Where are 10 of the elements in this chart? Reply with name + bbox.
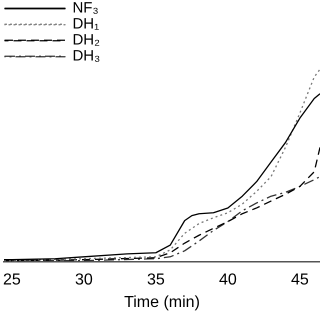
legend-label: NF₃ — [72, 0, 99, 17]
legend-label: DH₃ — [72, 48, 100, 65]
x-tick-label: 40 — [218, 272, 237, 289]
x-tick-label: 30 — [74, 272, 93, 289]
legend-label: DH₂ — [72, 32, 100, 49]
x-tick-label: 25 — [3, 272, 21, 289]
legend-label: DH₁ — [72, 16, 100, 33]
x-tick-label: 35 — [146, 272, 165, 289]
x-axis-title: Time (min) — [124, 294, 200, 311]
x-tick-label: 45 — [290, 272, 309, 289]
